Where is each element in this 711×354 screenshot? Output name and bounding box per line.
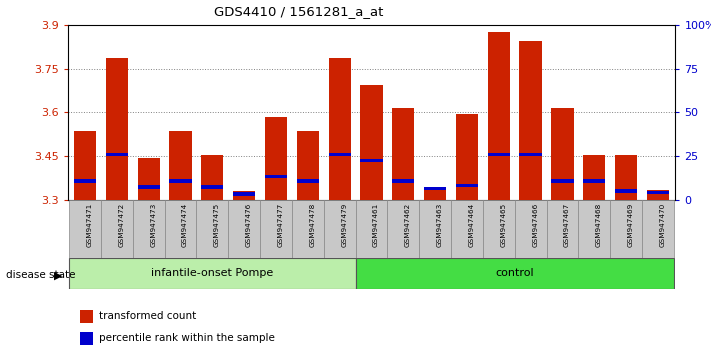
Bar: [424, 187, 447, 190]
Bar: [424, 190, 447, 200]
Bar: [392, 108, 415, 200]
Text: GSM947469: GSM947469: [628, 202, 634, 247]
Text: GSM947464: GSM947464: [469, 202, 474, 247]
Bar: [456, 184, 478, 187]
Text: GSM947476: GSM947476: [246, 202, 252, 247]
Bar: [360, 159, 383, 162]
Bar: [201, 155, 223, 200]
Bar: [292, 200, 324, 258]
Bar: [647, 190, 669, 200]
Text: GSM947463: GSM947463: [437, 202, 443, 247]
Bar: [583, 179, 606, 183]
Bar: [610, 200, 642, 258]
Bar: [583, 155, 606, 200]
Bar: [69, 200, 101, 258]
Bar: [169, 179, 192, 183]
Text: GSM947471: GSM947471: [87, 202, 92, 247]
Text: GSM947462: GSM947462: [405, 202, 411, 247]
Bar: [578, 200, 610, 258]
Bar: [642, 200, 674, 258]
Bar: [80, 310, 93, 323]
Bar: [201, 185, 223, 189]
Bar: [137, 158, 160, 200]
Bar: [169, 131, 192, 200]
Bar: [228, 200, 260, 258]
Text: GSM947479: GSM947479: [341, 202, 347, 247]
Bar: [165, 200, 196, 258]
Bar: [106, 58, 128, 200]
Text: GDS4410 / 1561281_a_at: GDS4410 / 1561281_a_at: [214, 5, 383, 18]
Text: disease state: disease state: [6, 270, 75, 280]
Bar: [101, 200, 133, 258]
Bar: [647, 191, 669, 194]
Text: GSM947475: GSM947475: [214, 202, 220, 247]
Text: GSM947474: GSM947474: [182, 202, 188, 247]
Bar: [520, 153, 542, 156]
Text: GSM947472: GSM947472: [119, 202, 124, 247]
Bar: [392, 179, 415, 183]
Bar: [265, 175, 287, 178]
Text: GSM947467: GSM947467: [564, 202, 570, 247]
Bar: [260, 200, 292, 258]
Bar: [360, 85, 383, 200]
Bar: [456, 114, 478, 200]
Bar: [551, 179, 574, 183]
Text: control: control: [496, 268, 534, 279]
Bar: [324, 200, 356, 258]
Text: GSM947477: GSM947477: [277, 202, 284, 247]
Bar: [488, 153, 510, 156]
Bar: [615, 189, 637, 193]
Bar: [515, 200, 547, 258]
Bar: [356, 258, 674, 289]
Bar: [356, 200, 387, 258]
Bar: [69, 258, 356, 289]
Text: GSM947470: GSM947470: [660, 202, 665, 247]
Bar: [296, 131, 319, 200]
Text: GSM947473: GSM947473: [150, 202, 156, 247]
Text: GSM947468: GSM947468: [596, 202, 602, 247]
Bar: [133, 200, 165, 258]
Bar: [328, 153, 351, 156]
Text: GSM947466: GSM947466: [533, 202, 538, 247]
Bar: [520, 41, 542, 200]
Bar: [74, 131, 96, 200]
Text: GSM947465: GSM947465: [501, 202, 506, 247]
Bar: [74, 179, 96, 183]
Bar: [80, 332, 93, 345]
Text: infantile-onset Pompe: infantile-onset Pompe: [151, 268, 274, 279]
Bar: [265, 117, 287, 200]
Bar: [547, 200, 578, 258]
Bar: [483, 200, 515, 258]
Bar: [419, 200, 451, 258]
Text: GSM947478: GSM947478: [309, 202, 316, 247]
Bar: [296, 179, 319, 183]
Bar: [551, 108, 574, 200]
Text: transformed count: transformed count: [100, 312, 196, 321]
Bar: [137, 185, 160, 189]
Bar: [615, 155, 637, 200]
Bar: [488, 32, 510, 200]
Text: percentile rank within the sample: percentile rank within the sample: [100, 333, 275, 343]
Bar: [328, 58, 351, 200]
Bar: [387, 200, 419, 258]
Bar: [196, 200, 228, 258]
Bar: [451, 200, 483, 258]
Text: GSM947461: GSM947461: [373, 202, 379, 247]
Bar: [233, 193, 255, 196]
Text: ▶: ▶: [54, 270, 63, 280]
Bar: [106, 153, 128, 156]
Bar: [233, 191, 255, 200]
